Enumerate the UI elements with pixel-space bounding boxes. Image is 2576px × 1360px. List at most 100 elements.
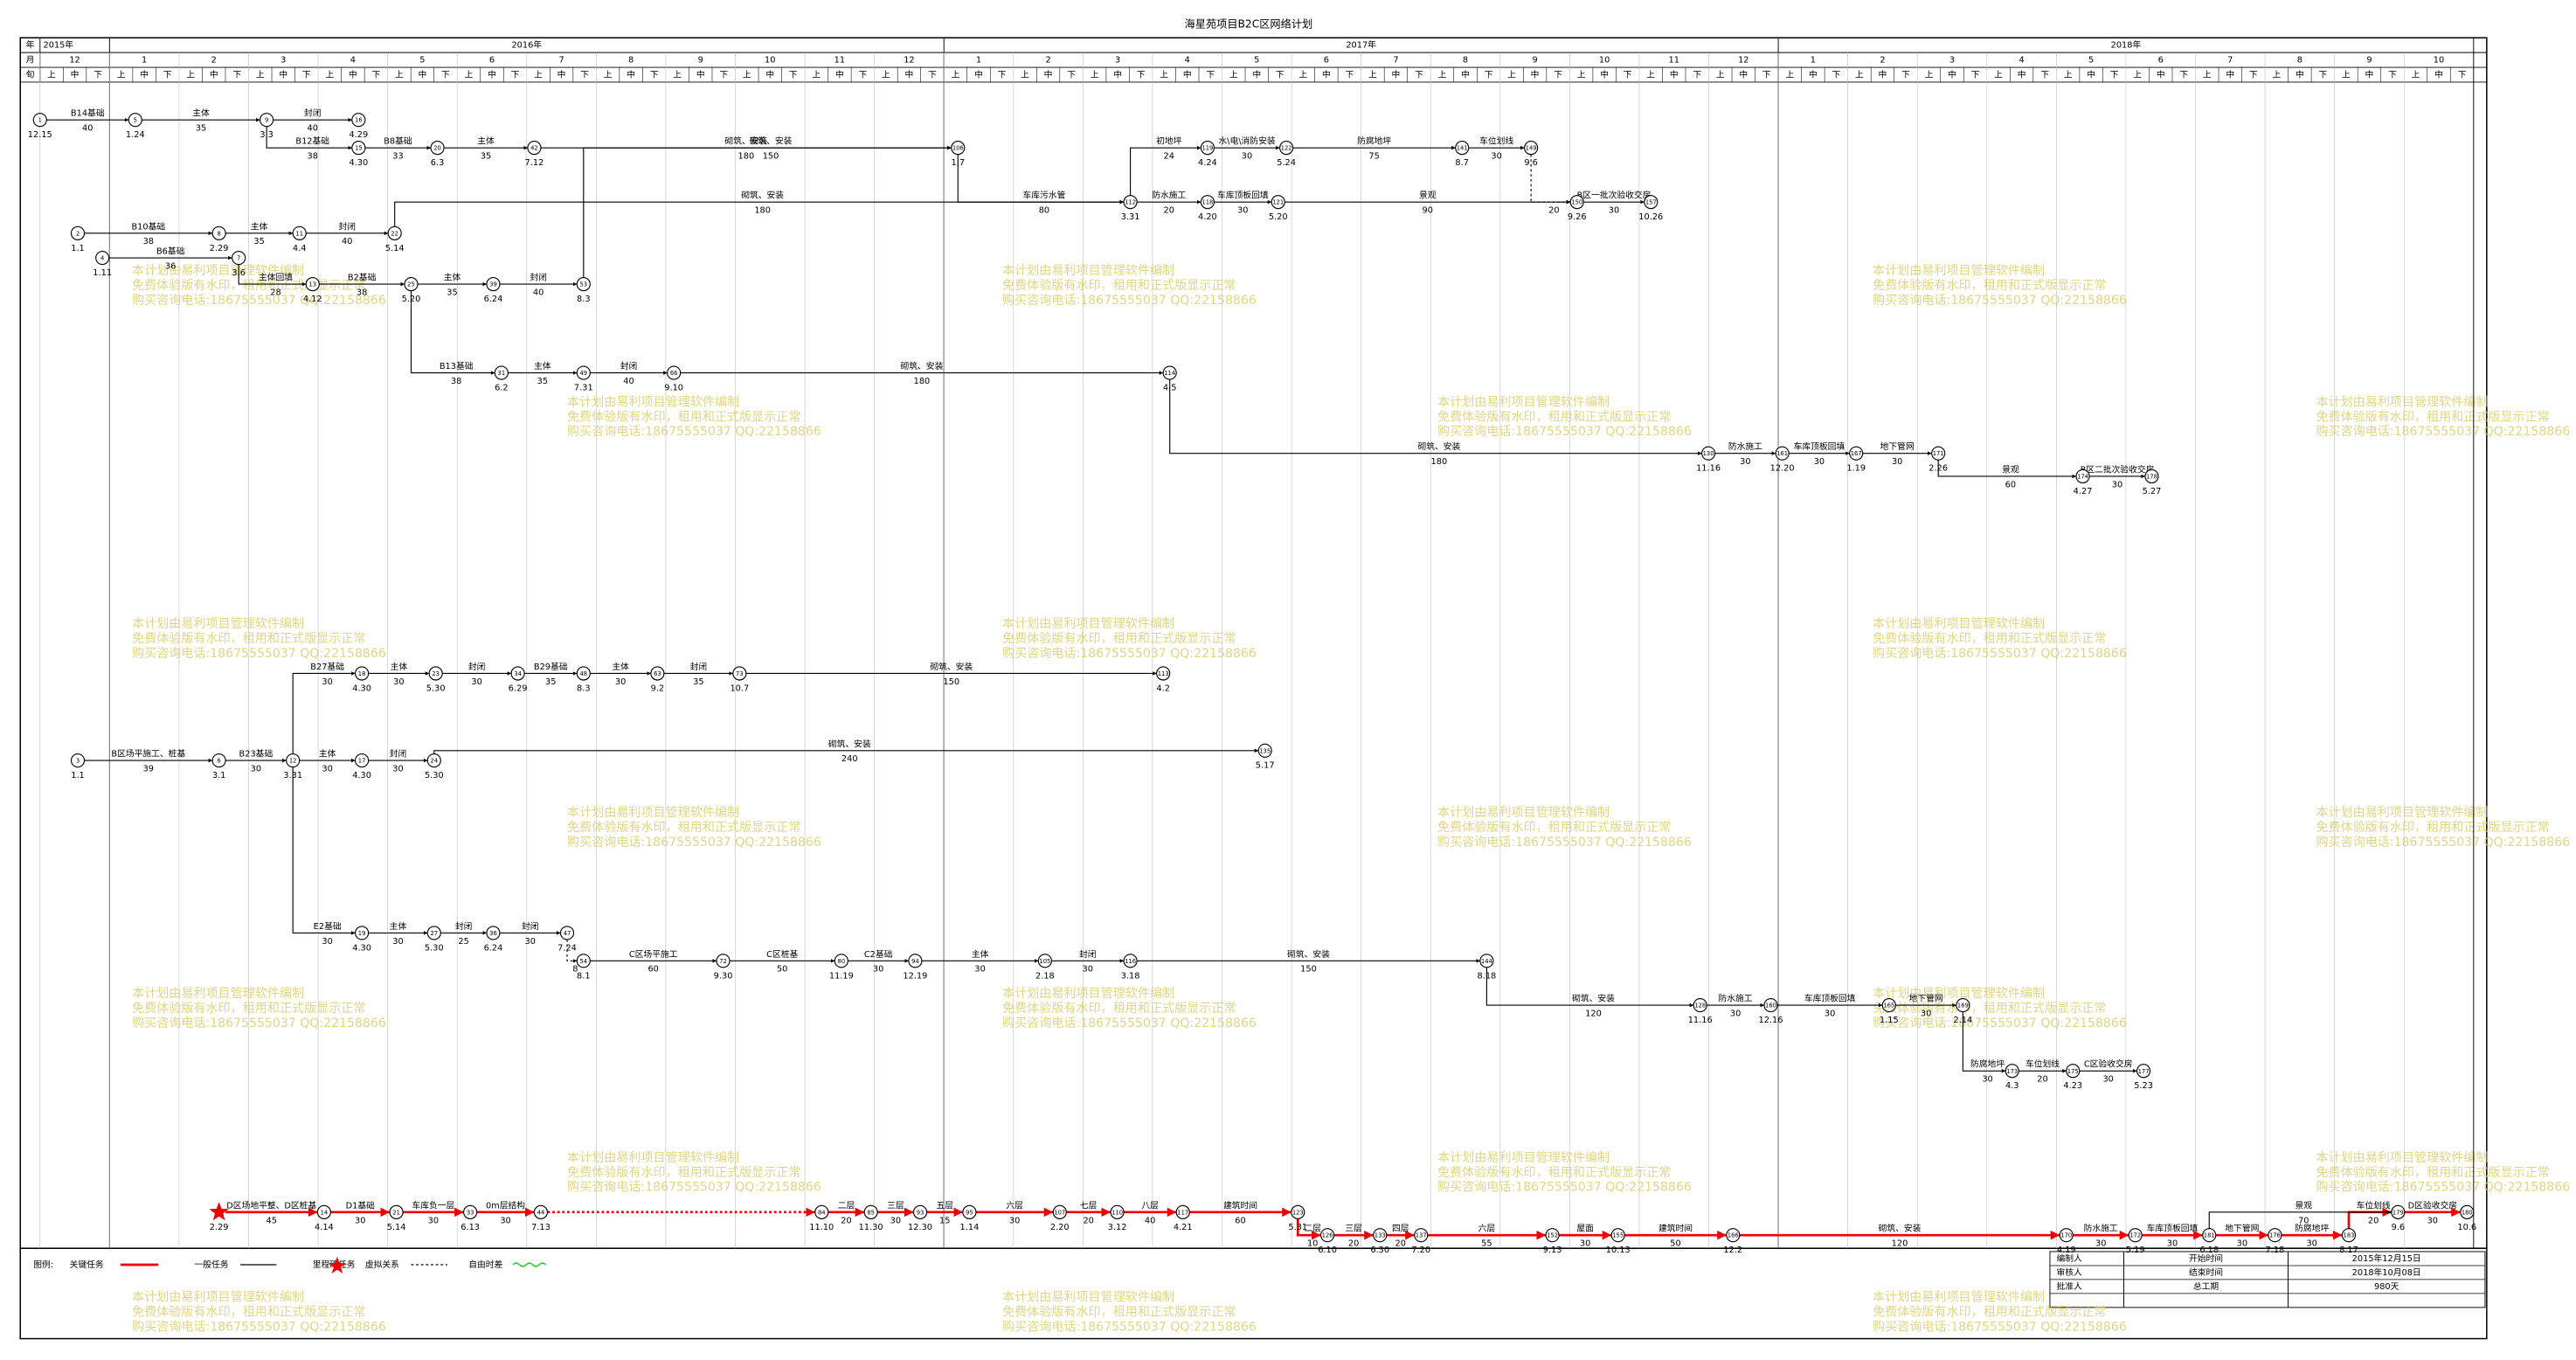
node-id: 11 <box>295 230 303 237</box>
node <box>486 277 501 292</box>
node <box>1200 195 1215 210</box>
node-date: 3.3 <box>260 130 274 140</box>
task-duration: 30 <box>2102 1075 2113 1085</box>
task-name: 主体 <box>192 108 210 119</box>
task-name: 车库顶板回填 <box>1804 993 1856 1004</box>
tenday-label: 中 <box>140 69 149 80</box>
task-name: 景观 <box>1419 191 1437 201</box>
task-name: 封闭 <box>530 272 547 283</box>
tenday-label: 上 <box>1785 70 1794 80</box>
tenday-label: 上 <box>2064 70 2073 80</box>
tenday-label: 上 <box>1646 70 1655 80</box>
tenday-label: 中 <box>2434 69 2443 80</box>
node-id: 126 <box>1322 1232 1333 1239</box>
node <box>70 753 86 768</box>
tenday-label: 上 <box>1577 70 1586 80</box>
node-id: 34 <box>514 670 522 677</box>
task <box>1130 145 1201 196</box>
task-name: 砌筑、安装 <box>724 135 767 147</box>
tenday-label: 上 <box>1298 70 1307 80</box>
node <box>576 954 591 968</box>
node <box>2066 1064 2081 1079</box>
watermark: 本计划由易利项目管理软件编制 <box>1002 1291 1174 1305</box>
task-duration: 30 <box>890 1216 901 1225</box>
task-duration: 60 <box>647 965 658 975</box>
node-date: 8.3 <box>577 683 591 693</box>
watermark: 本计划由易利项目管理软件编制 <box>1437 1151 1610 1165</box>
tenday-label: 下 <box>1137 71 1146 80</box>
month-label: 3 <box>1949 56 1955 66</box>
node-id: 66 <box>670 370 678 377</box>
watermark: 本计划由易利项目管理软件编制 <box>567 395 739 409</box>
watermark: 本计划由易利项目管理软件编制 <box>1437 806 1610 820</box>
task-duration: 30 <box>1892 457 1902 467</box>
task-name: 车位划线 <box>1479 135 1513 147</box>
task <box>566 939 578 963</box>
node-date: 4.14 <box>315 1223 334 1232</box>
node-id: 175 <box>2067 1068 2079 1075</box>
task-name: 二层 <box>838 1200 855 1211</box>
task-duration: 35 <box>481 152 491 162</box>
task-duration: 30 <box>251 764 261 774</box>
watermark: 免费体验版有水印，租用和正式版显示正常 <box>1437 410 1672 424</box>
node-id: 107 <box>1054 1209 1065 1216</box>
month-label: 4 <box>1185 56 1190 66</box>
node-id: 44 <box>537 1209 545 1216</box>
watermark: 本计划由易利项目管理软件编制 <box>132 617 304 631</box>
tenday-label: 中 <box>1392 69 1401 80</box>
month-label: 1 <box>976 56 981 66</box>
node-id: 93 <box>917 1209 924 1216</box>
node-date: 10.13 <box>1606 1246 1631 1255</box>
node-id: 130 <box>1703 450 1714 457</box>
node-date: 2.29 <box>210 1223 229 1232</box>
task-duration: 50 <box>777 965 787 975</box>
node <box>527 141 542 156</box>
month-label: 9 <box>698 56 703 66</box>
node-id: 1 <box>38 117 42 124</box>
task-name: 三层 <box>1345 1224 1362 1234</box>
tenday-label: 上 <box>2342 70 2351 80</box>
task-name: 砌筑、安装 <box>1572 993 1615 1004</box>
tenday-label: 下 <box>511 71 520 80</box>
task-duration: 60 <box>2005 480 2016 489</box>
node-id: 48 <box>580 670 588 677</box>
task-duration: 30 <box>1730 1009 1741 1018</box>
node-id: 122 <box>1281 145 1292 152</box>
node-date: 6.10 <box>1318 1246 1337 1255</box>
tenday-label: 中 <box>279 69 287 80</box>
task-duration: 60 <box>1235 1216 1245 1225</box>
tenday-label: 中 <box>210 69 218 80</box>
node-date: 3.31 <box>283 771 302 781</box>
node <box>232 250 246 266</box>
month-label: 7 <box>2227 56 2233 66</box>
year-label: 2017年 <box>1346 39 1376 51</box>
node-id: 123 <box>1292 1209 1304 1216</box>
node-date: 6.24 <box>484 943 503 953</box>
node-date: 4.12 <box>303 295 322 304</box>
table-cell: 结束时间 <box>2189 1266 2223 1278</box>
node <box>1123 195 1138 210</box>
watermark: 购买咨询电话:18675555037 QQ:22158866 <box>1002 1017 1257 1030</box>
node-id: 118 <box>1201 199 1213 206</box>
task <box>410 290 495 375</box>
tenday-label: 下 <box>998 71 1007 80</box>
task-duration: 30 <box>974 965 985 975</box>
node-id: 137 <box>1416 1232 1427 1239</box>
task-duration: 70 <box>2298 1216 2309 1225</box>
node-id: 31 <box>498 370 506 377</box>
node <box>2460 1204 2475 1219</box>
watermark: 购买咨询电话:18675555037 QQ:22158866 <box>1437 1181 1692 1195</box>
tenday-label: 下 <box>650 71 659 80</box>
title: 海星苑项目B2C区网络计划 <box>1185 17 1313 31</box>
node <box>1037 954 1052 968</box>
tenday-label: 上 <box>812 70 821 80</box>
table-cell: 开始时间 <box>2189 1252 2223 1264</box>
tenday-label: 下 <box>1554 71 1562 80</box>
node-id: 161 <box>1776 450 1788 457</box>
node <box>1644 195 1658 210</box>
task-name: 车库污水管 <box>1023 190 1066 201</box>
tenday-label: 上 <box>673 70 682 80</box>
node <box>576 365 591 380</box>
watermark: 免费体验版有水印，租用和正式版显示正常 <box>1002 632 1236 646</box>
